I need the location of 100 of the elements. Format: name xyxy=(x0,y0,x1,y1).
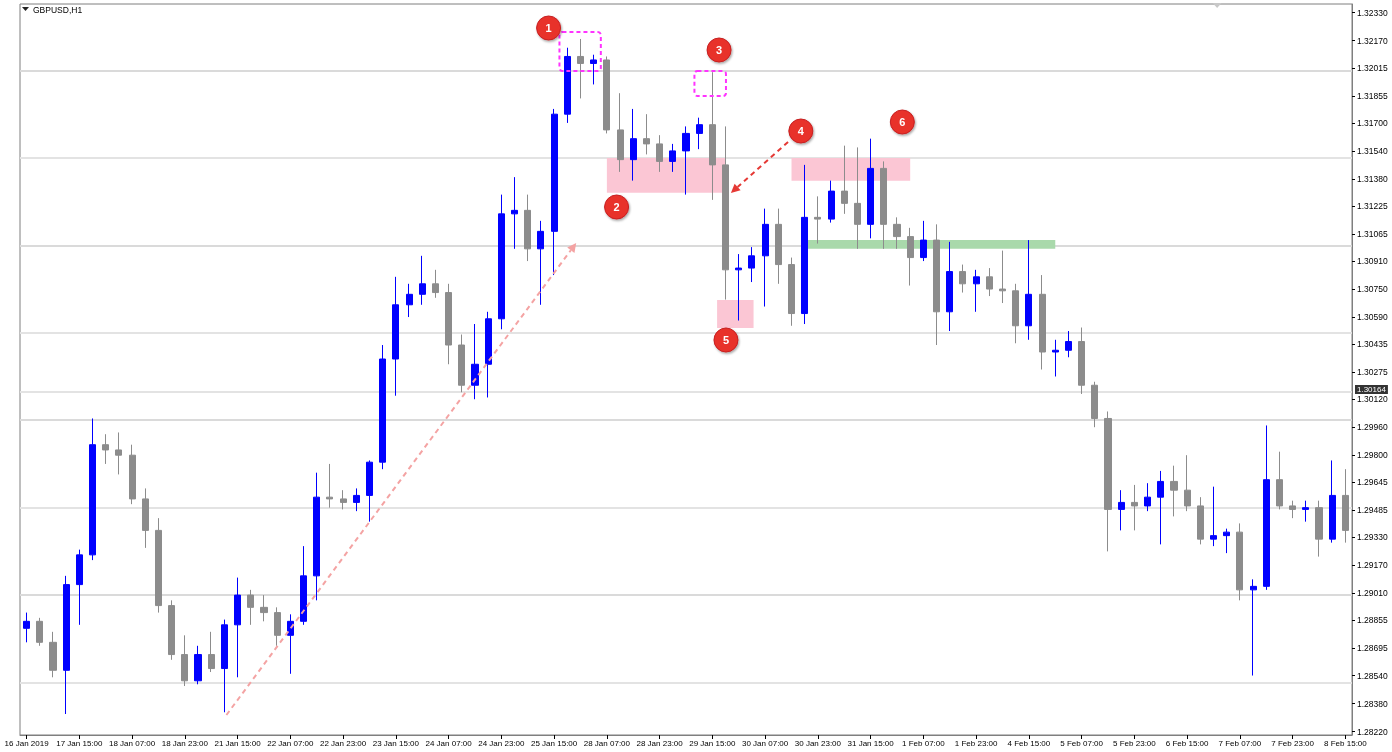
candlestick xyxy=(669,143,676,173)
y-tick-label: 1.32170 xyxy=(1357,35,1388,46)
candlestick xyxy=(326,463,333,509)
candlestick xyxy=(63,575,70,715)
candlestick xyxy=(1078,327,1085,395)
candlestick xyxy=(1144,482,1151,512)
candlestick xyxy=(907,227,914,287)
x-tick-label: 18 Jan 23:00 xyxy=(161,738,209,748)
candlestick xyxy=(115,431,122,475)
candlestick xyxy=(630,108,637,182)
candlestick xyxy=(1302,500,1309,523)
x-tick-label: 6 Feb 15:00 xyxy=(1165,738,1210,748)
candlestick xyxy=(49,631,57,678)
x-tick-label: 22 Jan 07:00 xyxy=(267,738,315,748)
y-tick-label: 1.30750 xyxy=(1357,284,1388,295)
candlestick xyxy=(643,113,650,155)
candlestick xyxy=(590,54,597,85)
candlestick xyxy=(880,160,887,250)
candlestick xyxy=(551,108,558,276)
candlestick xyxy=(946,241,953,332)
y-tick-label: 1.28540 xyxy=(1357,670,1388,681)
candlestick xyxy=(181,634,188,687)
y-tick-label: 1.32330 xyxy=(1357,7,1388,18)
candlestick xyxy=(379,344,386,470)
candlestick xyxy=(194,645,202,685)
candlestick xyxy=(656,134,663,173)
candlestick xyxy=(392,276,399,397)
candlestick xyxy=(1263,424,1270,591)
y-tick-label: 1.29330 xyxy=(1357,532,1388,543)
candlestick xyxy=(577,38,584,99)
candlestick xyxy=(893,216,901,250)
x-tick-label: 31 Jan 15:00 xyxy=(847,738,895,748)
candlestick xyxy=(274,606,281,647)
y-tick-label: 1.29010 xyxy=(1357,588,1388,599)
y-tick-label: 1.31380 xyxy=(1357,173,1388,184)
candlestick xyxy=(788,257,795,327)
chart-title: GBPUSD,H1 xyxy=(33,5,83,15)
candlestick xyxy=(1131,484,1138,531)
candlestick xyxy=(458,334,465,393)
candlestick xyxy=(406,283,413,318)
candlestick xyxy=(1250,578,1257,677)
candlestick xyxy=(23,612,30,643)
candlestick xyxy=(959,264,966,294)
x-tick-label: 7 Feb 07:00 xyxy=(1218,738,1262,748)
candlestick xyxy=(696,117,703,150)
candlestick xyxy=(1170,465,1178,517)
candlestick xyxy=(445,283,452,365)
candlestick xyxy=(155,517,162,614)
y-tick-label: 1.28380 xyxy=(1357,698,1388,709)
candlestick xyxy=(1210,486,1217,547)
x-tick-label: 5 Feb 23:00 xyxy=(1113,738,1157,748)
candlestick xyxy=(36,617,43,647)
x-tick-label: 4 Feb 15:00 xyxy=(1007,738,1051,748)
annotation: 4 xyxy=(797,125,805,137)
y-tick-label: 1.30120 xyxy=(1357,394,1388,405)
candlestick xyxy=(1157,470,1164,545)
y-tick-label: 1.30590 xyxy=(1357,312,1388,323)
candlestick xyxy=(1118,489,1125,531)
candlestick xyxy=(485,311,492,398)
candlestick xyxy=(1052,339,1059,377)
candlestick xyxy=(986,267,993,297)
y-tick-label: 1.31855 xyxy=(1357,90,1388,101)
annotation: 3 xyxy=(716,44,723,56)
candlestick xyxy=(1065,330,1072,358)
candlestick xyxy=(854,146,861,250)
candlestick xyxy=(234,577,241,678)
candlestick xyxy=(432,269,439,299)
x-tick-label: 28 Jan 07:00 xyxy=(583,738,631,748)
candlestick xyxy=(1104,410,1112,552)
candlestick xyxy=(973,269,980,313)
y-tick-label: 1.29960 xyxy=(1357,422,1388,433)
candlestick xyxy=(1197,496,1204,545)
y-tick-label: 1.31700 xyxy=(1357,117,1388,128)
candlestick xyxy=(1223,528,1230,554)
candlestick xyxy=(735,253,742,322)
x-tick-label: 23 Jan 15:00 xyxy=(372,738,420,748)
x-tick-label: 18 Jan 07:00 xyxy=(108,738,156,748)
candlestick xyxy=(1315,500,1323,558)
y-tick-label: 1.30275 xyxy=(1357,367,1388,378)
annotation: 5 xyxy=(722,334,730,346)
y-tick-label: 1.28855 xyxy=(1357,615,1388,626)
candlestick xyxy=(841,145,848,215)
candlestick xyxy=(564,47,571,124)
candlestick xyxy=(709,71,716,201)
y-tick-label: 1.29645 xyxy=(1357,477,1388,488)
candlestick xyxy=(102,433,109,465)
x-tick-label: 1 Feb 23:00 xyxy=(954,738,999,748)
ref-line-label: 1.30164 xyxy=(1357,385,1387,395)
candlestick xyxy=(142,487,149,549)
x-tick-label: 30 Jan 23:00 xyxy=(794,738,842,748)
candlestick xyxy=(221,619,228,713)
candlestick xyxy=(603,55,610,134)
candlestick xyxy=(1342,468,1349,544)
x-tick-label: 24 Jan 07:00 xyxy=(425,738,473,748)
y-tick-label: 1.29485 xyxy=(1357,505,1388,516)
candlestick xyxy=(419,255,426,306)
x-tick-label: 28 Jan 23:00 xyxy=(636,738,684,748)
candlestick xyxy=(1025,239,1032,341)
candlestick xyxy=(920,220,927,262)
candlestick xyxy=(260,594,268,622)
